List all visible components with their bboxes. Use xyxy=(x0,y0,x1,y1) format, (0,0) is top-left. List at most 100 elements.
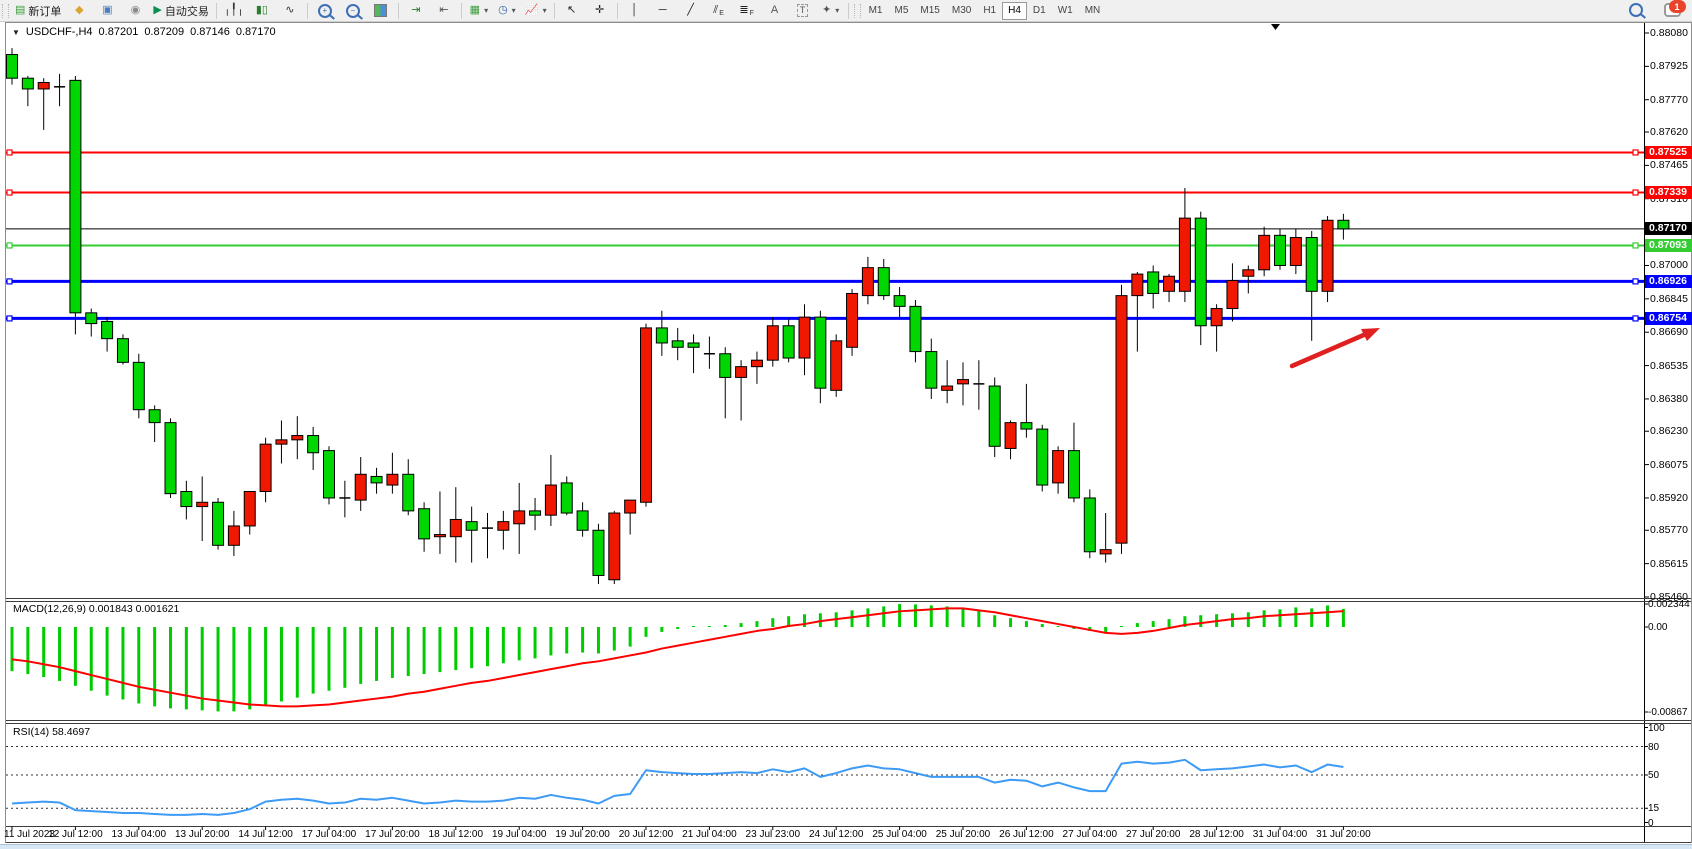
pivot-line-green-left-handle[interactable] xyxy=(6,242,13,249)
timeframe-button-h4[interactable]: H4 xyxy=(1002,1,1027,20)
toolbar-separator xyxy=(460,2,462,19)
timeframe-button-m1[interactable]: M1 xyxy=(868,5,883,16)
rsi-axis-label: 0 xyxy=(1648,817,1654,829)
tile-windows-button[interactable] xyxy=(367,1,395,21)
timeframe-button-d1[interactable]: D1 xyxy=(1032,5,1046,16)
terminal-button[interactable]: ▣ xyxy=(93,1,121,21)
fibonacci-icon: ≣ xyxy=(739,4,749,16)
chevron-down-icon: ▾ xyxy=(835,6,840,15)
candle-body xyxy=(116,338,129,363)
zoom-in-button[interactable]: + xyxy=(311,1,339,21)
zoom-out-button[interactable]: − xyxy=(339,1,367,21)
pivot-line-green-right-handle[interactable] xyxy=(1632,242,1639,249)
trendline-button[interactable]: ╱ xyxy=(677,1,705,21)
candle-body xyxy=(1067,450,1080,499)
new-chart-icon: ▦ xyxy=(469,4,481,16)
candle-body xyxy=(798,316,811,359)
chart-symbol-header[interactable]: ▼ USDCHF-,H4 0.87201 0.87209 0.87146 0.8… xyxy=(12,26,276,38)
candle-body xyxy=(1131,273,1144,297)
trend-arrow-head[interactable] xyxy=(1361,328,1380,341)
notifications-button[interactable]: 1 xyxy=(1658,0,1686,20)
resistance-line-2-right-handle[interactable] xyxy=(1632,189,1639,196)
crosshair-button[interactable]: ✛ xyxy=(586,1,614,21)
chart-shift-marker[interactable] xyxy=(1271,24,1280,30)
candle-body xyxy=(69,79,82,314)
trendline-icon: ╱ xyxy=(687,4,694,16)
toolbar-separator xyxy=(553,2,555,19)
timeframe-button-m5[interactable]: M5 xyxy=(894,5,909,16)
vertical-line-button[interactable]: │ xyxy=(621,1,649,21)
candle-chart-button[interactable]: ▮▯ xyxy=(248,1,276,21)
candle-body xyxy=(592,529,605,576)
layouts-button[interactable]: ◆ xyxy=(65,1,93,21)
toolbar-separator xyxy=(616,2,618,19)
price-axis-label: 0.87465 xyxy=(1650,159,1688,172)
arrows-dropdown[interactable]: ✦ ▾ xyxy=(817,1,845,21)
autotrading-button[interactable]: ▶ 自动交易 xyxy=(149,1,212,21)
period-dropdown[interactable]: ◷ ▾ xyxy=(493,1,521,21)
new-chart-dropdown[interactable]: ▦ ▾ xyxy=(465,1,493,21)
candlestick-chart-icon: ▮▯ xyxy=(255,4,268,16)
toolbar-grip[interactable] xyxy=(853,3,861,18)
chart-shift-button[interactable]: ⇤ xyxy=(430,1,458,21)
support-line-1-right-handle[interactable] xyxy=(1632,278,1639,285)
indicators-dropdown[interactable]: 📈 ▾ xyxy=(521,1,551,21)
candle-body xyxy=(1274,234,1286,266)
candle-body xyxy=(560,482,573,514)
new-order-icon: ▤ xyxy=(15,4,26,16)
timeframe-button-w1[interactable]: W1 xyxy=(1057,5,1073,16)
collapse-ohlc-icon[interactable]: ▼ xyxy=(12,27,20,37)
timeframe-button-h1[interactable]: H1 xyxy=(983,5,997,16)
candle-body xyxy=(925,351,938,389)
resistance-line-2-left-handle[interactable] xyxy=(6,189,13,196)
price-axis-label: 0.85615 xyxy=(1650,557,1688,570)
price-axis-label: 0.85770 xyxy=(1650,524,1688,537)
candle-body xyxy=(735,366,748,378)
candle-body xyxy=(1083,497,1096,553)
horizontal-line-button[interactable]: ─ xyxy=(649,1,677,21)
channel-button[interactable]: ⫽ E xyxy=(705,1,733,21)
bar-chart-button[interactable]: ╷╿╷ xyxy=(220,1,248,21)
trend-arrow-annotation[interactable] xyxy=(1289,331,1369,369)
signals-button[interactable]: ◉ xyxy=(121,1,149,21)
price-axis-label: 0.86380 xyxy=(1650,392,1688,405)
candle-body xyxy=(164,422,177,495)
text-label-button[interactable]: T xyxy=(789,1,817,21)
resistance-line-1-left-handle[interactable] xyxy=(6,149,13,156)
candle-body xyxy=(1210,308,1223,327)
macd-axis-label: -0.00867 xyxy=(1648,707,1688,718)
candle-body xyxy=(386,473,399,486)
candle-body xyxy=(544,484,557,516)
timeframe-button-m15[interactable]: M15 xyxy=(920,5,940,16)
cursor-button[interactable]: ↖ xyxy=(558,1,586,21)
support-line-1-left-handle[interactable] xyxy=(6,278,13,285)
toolbar-separator xyxy=(847,2,849,19)
date-axis-label: 13 Jul 04:00 xyxy=(111,829,167,840)
timeframe-button-mn[interactable]: MN xyxy=(1084,5,1101,16)
support-line-2-left-handle[interactable] xyxy=(6,315,13,322)
line-chart-button[interactable]: ∿ xyxy=(276,1,304,21)
toolbar-grip[interactable] xyxy=(2,3,9,18)
quote-close: 0.87170 xyxy=(235,26,276,38)
candle-body xyxy=(766,325,779,361)
support-line-2-right-handle[interactable] xyxy=(1632,315,1639,322)
fibonacci-button[interactable]: ≣ F xyxy=(733,1,761,21)
candles-group xyxy=(6,48,1350,585)
rsi-indicator-label: RSI(14) 58.4697 xyxy=(13,726,91,738)
auto-scroll-button[interactable]: ⇥ xyxy=(402,1,430,21)
timeframe-button-m30[interactable]: M30 xyxy=(951,5,972,16)
candle-body xyxy=(482,527,493,529)
candle-body xyxy=(703,352,715,355)
cursor-icon: ↖ xyxy=(566,4,577,16)
toolbar-separator xyxy=(215,2,217,19)
candle-body xyxy=(433,534,446,538)
search-button[interactable] xyxy=(1622,0,1650,20)
resistance-line-1-right-handle[interactable] xyxy=(1632,149,1639,156)
tile-windows-icon xyxy=(374,4,388,17)
new-order-button[interactable]: ▤ 新订单 xyxy=(11,1,65,21)
date-axis-label: 27 Jul 04:00 xyxy=(1062,829,1118,840)
bottom-scroll-strip[interactable] xyxy=(0,844,1692,849)
candle-body xyxy=(291,435,304,441)
text-button[interactable]: A xyxy=(761,1,789,21)
